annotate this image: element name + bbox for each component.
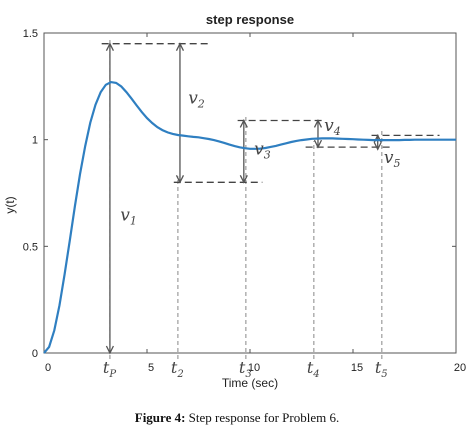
arrow-head-top: [313, 119, 323, 128]
t-label-subscript: 2: [176, 369, 183, 380]
handwritten-annotations: [101, 37, 440, 359]
y-axis-label: y(t): [3, 196, 17, 213]
x-tick-label: 15: [351, 362, 363, 374]
v-label-subscript: 2: [197, 97, 205, 110]
arrow-head-top: [105, 42, 115, 51]
t-label-subscript: 3: [245, 369, 251, 380]
y-tick-label: 1.5: [23, 28, 38, 40]
v-label-subscript: 1: [130, 215, 137, 228]
t-label: tP: [103, 358, 116, 380]
x-tick-label: 5: [148, 362, 154, 374]
arrow-head-bottom: [175, 175, 185, 184]
x-tick-label: 0: [45, 362, 51, 374]
caption-text: Step response for Problem 6.: [185, 410, 340, 425]
t-label-subscript: P: [108, 369, 116, 380]
caption-label: Figure 4:: [134, 410, 186, 425]
t-label-subscript: 5: [381, 369, 387, 380]
figure-caption: Figure 4: Step response for Problem 6.: [0, 410, 474, 426]
y-tick-label: 0.5: [23, 241, 38, 253]
v-label-subscript: 5: [394, 157, 401, 170]
v-label-subscript: 3: [264, 149, 271, 162]
arrow-head-bottom: [105, 345, 115, 355]
arrow-head-top: [175, 42, 185, 51]
t-label-subscript: 4: [312, 369, 319, 380]
arrow-head-top: [239, 119, 248, 128]
x-tick-label: 10: [248, 362, 260, 374]
chart-title: step response: [206, 12, 294, 27]
t-label: t4: [307, 358, 320, 380]
v-label-subscript: 4: [333, 125, 341, 138]
y-tick-label: 1: [32, 135, 38, 147]
x-axis-label: Time (sec): [222, 376, 278, 390]
step-response-line: [43, 80, 456, 354]
y-tick-label: 0: [32, 348, 38, 360]
arrow-head-bottom: [313, 139, 323, 149]
plot-area: [43, 32, 457, 354]
t-label: t5: [375, 358, 388, 380]
x-tick-label: 20: [454, 362, 466, 374]
step-response-figure: step response Time (sec) y(t) 0 5 10 15 2000…: [3, 12, 466, 390]
t-label: t2: [171, 358, 184, 380]
arrow-head-bottom: [373, 141, 382, 151]
arrow-head-bottom: [239, 175, 248, 184]
